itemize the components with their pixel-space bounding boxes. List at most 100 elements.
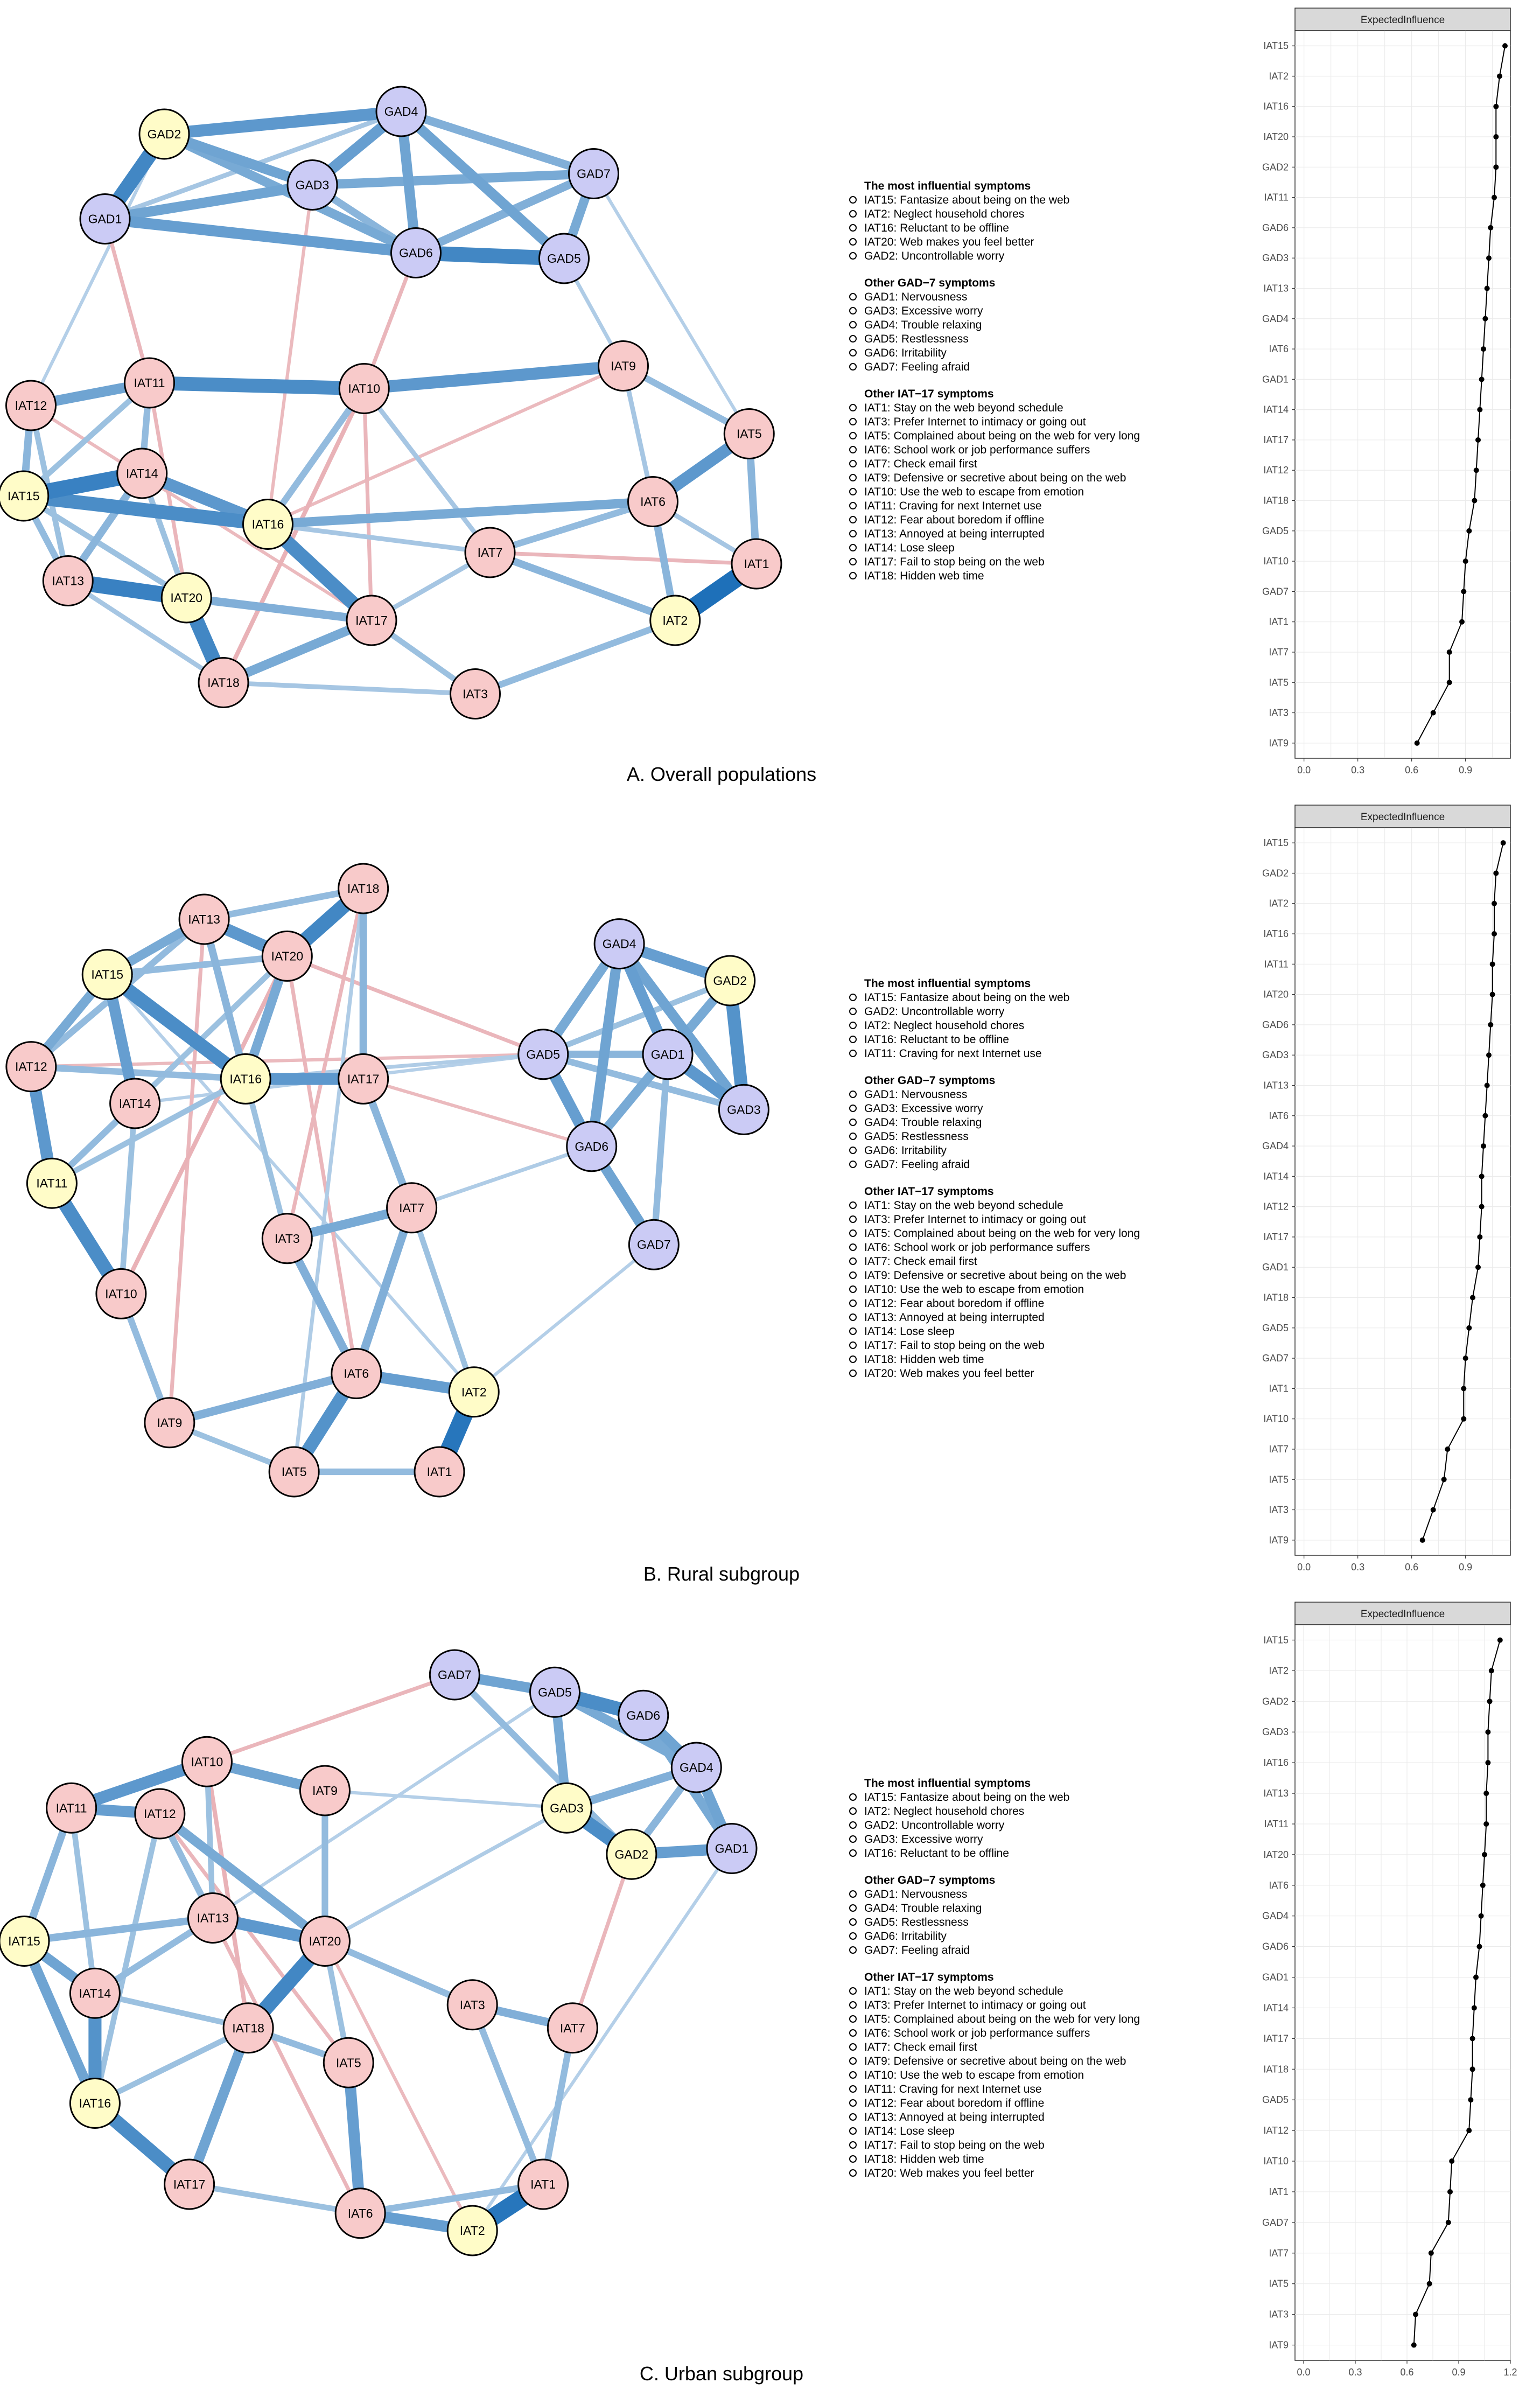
node-label-IAT6: IAT6 xyxy=(344,1367,369,1381)
tick-label-IAT2: IAT2 xyxy=(1269,898,1289,909)
legend-item: GAD1: Nervousness xyxy=(864,1088,967,1101)
legend-item: GAD2: Uncontrollable worry xyxy=(864,1005,1005,1018)
legend-bullet xyxy=(849,544,857,551)
node-IAT6 xyxy=(627,476,678,527)
node-label-GAD6: GAD6 xyxy=(399,246,433,260)
edge-IAT11-IAT10 xyxy=(142,376,372,396)
edge-IAT15-IAT13 xyxy=(20,1914,217,1945)
legend-bullet xyxy=(849,2029,857,2037)
node-label-IAT1: IAT1 xyxy=(530,2177,556,2191)
edge-IAT16-IAT7 xyxy=(265,522,493,555)
panel-caption-1: A. Overall populations xyxy=(627,763,816,785)
influence-point-IAT7 xyxy=(1445,1446,1451,1452)
tick-label-x: 0.0 xyxy=(1297,2367,1310,2378)
edge-IAT18-IAT3 xyxy=(285,886,366,1241)
tick-label-IAT14: IAT14 xyxy=(1263,404,1289,415)
edge-IAT13-IAT9 xyxy=(167,917,206,1425)
influence-plot-3: ExpectedInfluence IAT15 IAT2 GAD2 GAD3 IAT16 I… xyxy=(1262,1602,1517,2378)
legend-bullet xyxy=(849,1355,857,1363)
legend-item: GAD4: Trouble relaxing xyxy=(864,1116,982,1129)
legend-group-title: The most influential symptoms xyxy=(864,1777,1031,1790)
influence-point-GAD4 xyxy=(1482,316,1488,322)
influence-plot-2: ExpectedInfluence IAT15 GAD2 IAT2 IAT16 IAT11… xyxy=(1262,805,1511,1573)
network-edges xyxy=(25,881,751,1481)
node-IAT9 xyxy=(598,340,649,392)
legend-bullet xyxy=(849,2057,857,2065)
edge-IAT18-IAT17 xyxy=(219,616,376,688)
strip-title: ExpectedInfluence xyxy=(1361,812,1445,823)
node-label-GAD1: GAD1 xyxy=(651,1047,685,1061)
legend-item: IAT9: Defensive or secretive about being… xyxy=(864,1269,1126,1282)
legend-bullet xyxy=(849,1793,857,1801)
legend-item: IAT10: Use the web to escape from emotio… xyxy=(864,1283,1084,1296)
tick-label-x: 0.3 xyxy=(1351,1562,1364,1573)
legend-item: IAT16: Reluctant to be offline xyxy=(864,1033,1009,1046)
tick-label-IAT2: IAT2 xyxy=(1269,1665,1289,1676)
tick-label-IAT13: IAT13 xyxy=(1263,283,1289,293)
node-label-IAT5: IAT5 xyxy=(336,2056,361,2070)
legend-group-title: Other IAT−17 symptoms xyxy=(864,1971,994,1983)
edge-IAT15-IAT16 xyxy=(100,967,253,1086)
legend-item: IAT16: Reluctant to be offline xyxy=(864,222,1009,234)
edge-IAT20-IAT10 xyxy=(118,954,290,1296)
legend-bullet xyxy=(849,1201,857,1209)
influence-point-GAD5 xyxy=(1468,2097,1474,2103)
legend-item: IAT2: Neglect household chores xyxy=(864,1805,1024,1818)
legend-item: IAT6: School work or job performance suf… xyxy=(864,444,1090,456)
node-label-IAT10: IAT10 xyxy=(348,382,380,396)
tick-label-IAT16: IAT16 xyxy=(1263,1757,1289,1768)
influence-line xyxy=(1416,45,1506,744)
legend-bullet xyxy=(849,502,857,509)
influence-point-IAT15 xyxy=(1502,43,1508,49)
legend-bullet xyxy=(849,1932,857,1940)
legend-item: IAT14: Lose sleep xyxy=(864,1325,955,1338)
tick-label-IAT15: IAT15 xyxy=(1263,40,1289,51)
edge-IAT20-IAT14 xyxy=(132,953,290,1107)
node-IAT13 xyxy=(42,555,94,606)
node-GAD7 xyxy=(429,1649,480,1701)
legend-item: IAT16: Reluctant to be offline xyxy=(864,1847,1009,1860)
influence-point-IAT14 xyxy=(1477,407,1483,413)
edge-IAT20-IAT3 xyxy=(321,1938,476,2008)
legend-bullet xyxy=(849,363,857,371)
legend-bullet xyxy=(849,1147,857,1154)
tick-label-IAT20: IAT20 xyxy=(1263,1849,1289,1860)
legend-bullet xyxy=(849,196,857,204)
node-IAT10 xyxy=(338,363,390,414)
tick-label-GAD1: GAD1 xyxy=(1262,1972,1289,1983)
tick-label-IAT3: IAT3 xyxy=(1269,1505,1289,1515)
node-label-IAT6: IAT6 xyxy=(348,2206,373,2220)
edge-GAD1-IAT2 xyxy=(471,1847,734,2233)
legend-bullet xyxy=(849,1890,857,1898)
legend-bullet xyxy=(849,2169,857,2177)
node-IAT13 xyxy=(178,893,230,945)
panel-caption-3: C. Urban subgroup xyxy=(640,2363,803,2385)
node-GAD2 xyxy=(138,108,190,160)
node-IAT9 xyxy=(299,1765,351,1816)
plot-panel xyxy=(1294,1624,1511,2361)
legend-bullet xyxy=(849,2085,857,2093)
node-IAT13 xyxy=(187,1892,239,1944)
node-IAT18 xyxy=(198,657,249,708)
legend-bullet xyxy=(849,1946,857,1954)
node-label-IAT12: IAT12 xyxy=(15,1060,47,1074)
strip-title: ExpectedInfluence xyxy=(1361,15,1445,26)
node-label-IAT18: IAT18 xyxy=(207,676,240,690)
tick-label-IAT6: IAT6 xyxy=(1269,1110,1289,1121)
edge-GAD4-GAD7 xyxy=(397,107,598,178)
influence-point-IAT6 xyxy=(1480,1882,1486,1888)
legend-group-title: Other GAD−7 symptoms xyxy=(864,277,995,289)
tick-label-x: 1.2 xyxy=(1503,2367,1517,2378)
tick-label-x: 0.3 xyxy=(1348,2367,1362,2378)
node-GAD5 xyxy=(529,1666,580,1718)
tick-label-IAT3: IAT3 xyxy=(1269,708,1289,718)
tick-label-IAT12: IAT12 xyxy=(1263,1201,1289,1212)
node-IAT1 xyxy=(517,2158,569,2210)
node-GAD1 xyxy=(706,1823,758,1874)
legend-bullet xyxy=(849,252,857,260)
legend-item: IAT17: Fail to stop being on the web xyxy=(864,556,1045,568)
node-IAT15 xyxy=(81,949,133,1001)
influence-point-GAD1 xyxy=(1475,1264,1481,1270)
influence-plot-1: ExpectedInfluence IAT15 IAT2 IAT16 IAT20 GAD2… xyxy=(1262,8,1511,775)
